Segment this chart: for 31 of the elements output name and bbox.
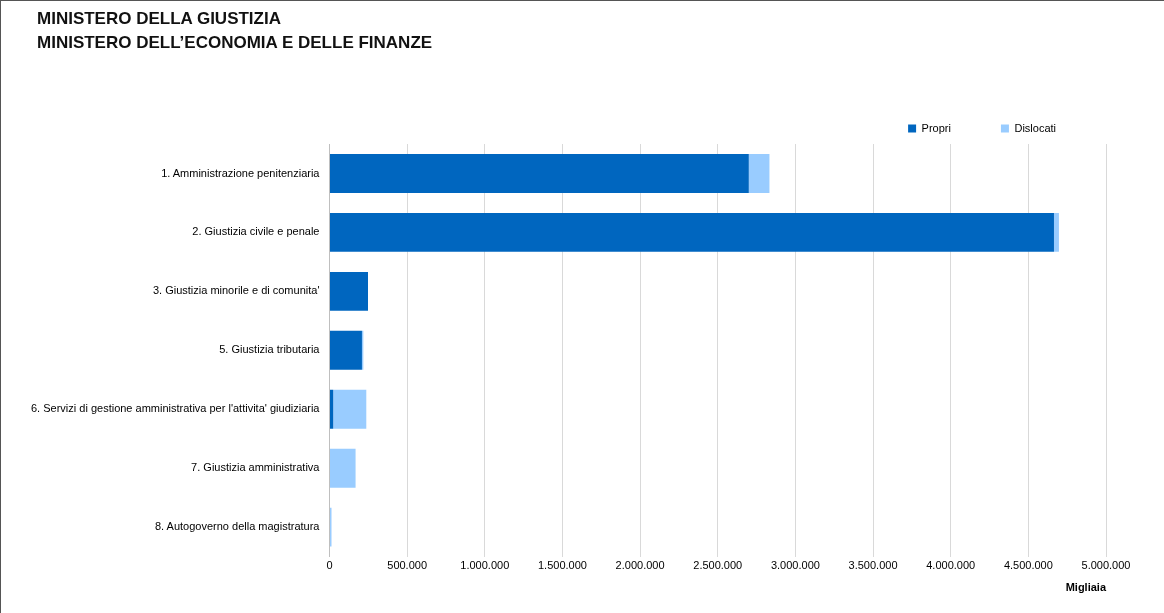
x-tick-label: 1.500.000 bbox=[537, 559, 587, 572]
y-tick-label: 3. Giustizia minorile e di comunita' bbox=[152, 284, 320, 297]
x-tick-label: 500.000 bbox=[387, 559, 428, 572]
bar bbox=[329, 448, 356, 488]
bar bbox=[329, 212, 1054, 252]
bar bbox=[329, 154, 749, 193]
legend-label: Propri bbox=[921, 121, 951, 134]
x-tick-label: 2.500.000 bbox=[693, 559, 743, 572]
y-tick-label: 2. Giustizia civile e penale bbox=[192, 225, 320, 238]
x-tick-label: 0 bbox=[326, 559, 333, 572]
x-axis-title: Migliaia bbox=[1065, 581, 1107, 594]
x-tick-label: 3.500.000 bbox=[848, 559, 898, 572]
x-tick-label: 3.000.000 bbox=[770, 559, 820, 572]
x-tick-label: 1.000.000 bbox=[460, 559, 510, 572]
y-tick-label: 8. Autogoverno della magistratura bbox=[154, 520, 321, 533]
bar bbox=[329, 330, 362, 370]
bar bbox=[1053, 212, 1059, 252]
y-tick-label: 1. Amministrazione penitenziaria bbox=[161, 166, 321, 179]
x-tick-label: 2.000.000 bbox=[615, 559, 665, 572]
x-tick-label: 4.000.000 bbox=[926, 559, 976, 572]
y-tick-label: 5. Giustizia tributaria bbox=[219, 343, 321, 356]
chart-title: MINISTERO DELLA GIUSTIZIA MINISTERO DELL’ECONOMIA E DELLE FINANZE bbox=[37, 8, 433, 54]
bar bbox=[329, 271, 368, 311]
legend-label: Dislocati bbox=[1014, 121, 1057, 134]
x-tick-label: 5.000.000 bbox=[1081, 559, 1131, 572]
y-tick-label: 7. Giustizia amministrativa bbox=[191, 461, 321, 474]
bar bbox=[329, 389, 334, 429]
bar bbox=[748, 154, 770, 193]
bar bbox=[333, 389, 367, 429]
x-tick-label: 4.500.000 bbox=[1003, 559, 1053, 572]
y-tick-label: 6. Servizi di gestione amministrativa per l'attivita' giudiziaria bbox=[30, 402, 321, 415]
